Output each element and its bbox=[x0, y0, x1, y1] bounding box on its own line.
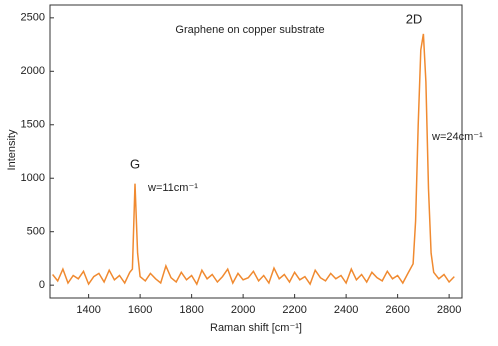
x-tick-label: 2200 bbox=[282, 304, 306, 316]
x-tick-label: 2000 bbox=[231, 304, 255, 316]
annotation: w=24cm⁻¹ bbox=[431, 131, 483, 143]
y-tick-label: 1500 bbox=[21, 119, 45, 131]
y-tick-label: 2000 bbox=[21, 65, 45, 77]
x-tick-label: 1600 bbox=[128, 304, 152, 316]
y-axis-label: Intensity bbox=[6, 129, 18, 170]
x-tick-label: 2600 bbox=[385, 304, 409, 316]
annotation: w=11cm⁻¹ bbox=[147, 182, 198, 194]
y-tick-label: 1000 bbox=[21, 172, 45, 184]
annotation: G bbox=[130, 156, 140, 171]
x-tick-label: 2800 bbox=[437, 304, 461, 316]
x-tick-label: 1400 bbox=[76, 304, 100, 316]
x-tick-label: 2400 bbox=[334, 304, 358, 316]
chart-title: Graphene on copper substrate bbox=[175, 24, 324, 36]
y-tick-label: 2500 bbox=[21, 12, 45, 24]
plot-frame bbox=[49, 4, 463, 299]
x-tick-label: 1800 bbox=[179, 304, 203, 316]
annotation: 2D bbox=[406, 11, 423, 26]
y-tick-label: 500 bbox=[27, 226, 45, 238]
x-axis-label: Raman shift [cm⁻¹] bbox=[210, 322, 302, 334]
spectrum-line bbox=[52, 33, 455, 286]
y-tick-label: 0 bbox=[39, 279, 45, 291]
